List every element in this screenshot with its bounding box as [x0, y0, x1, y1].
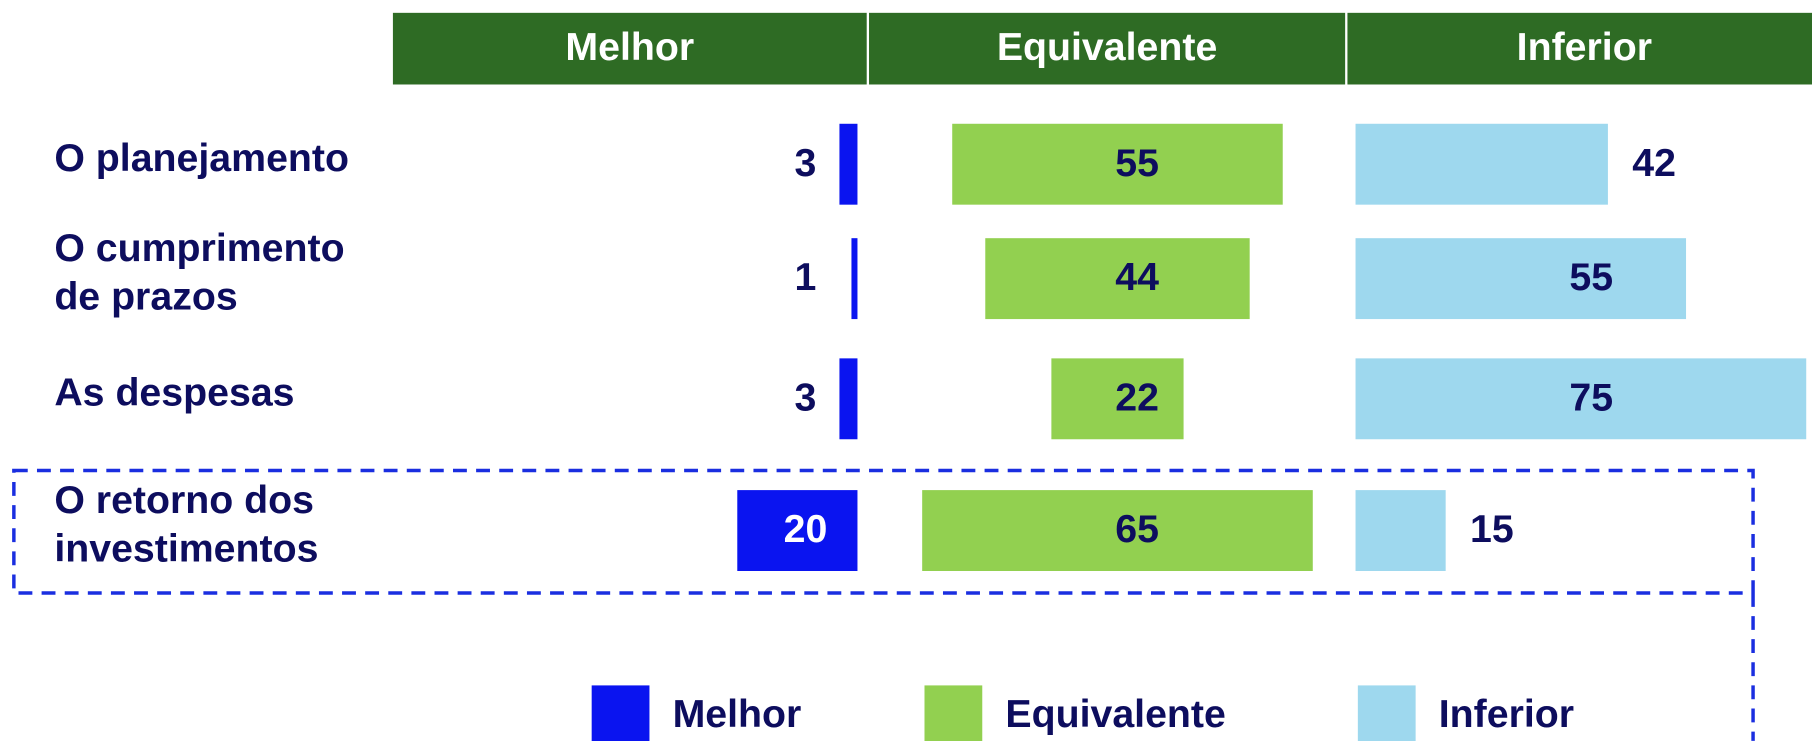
column-header: Inferior	[1517, 25, 1652, 69]
value-label: 55	[1569, 255, 1613, 299]
category-label: O planejamento	[54, 136, 349, 180]
category-label: O retorno dos investimentos	[54, 478, 325, 571]
highlight-box	[12, 468, 1755, 741]
header-cell	[869, 12, 1346, 85]
bar	[1051, 358, 1184, 440]
header-cell	[392, 12, 867, 85]
bar	[952, 123, 1283, 205]
category-label: As despesas	[54, 371, 294, 415]
value-label: 22	[1115, 375, 1159, 419]
bar	[1355, 490, 1446, 571]
bar	[1355, 123, 1608, 205]
bar	[922, 490, 1313, 571]
legend-label: Equivalente	[1005, 692, 1225, 736]
value-label: 15	[1470, 507, 1514, 551]
category-label: O cumprimento de prazos	[54, 226, 355, 319]
column-header: Equivalente	[997, 25, 1217, 69]
value-label: 1	[795, 255, 817, 299]
column-header: Melhor	[565, 25, 694, 69]
legend-swatch	[1357, 685, 1416, 741]
legend-swatch	[924, 685, 983, 741]
value-label: 75	[1569, 375, 1613, 419]
legend-label: Melhor	[673, 692, 802, 736]
bar	[1355, 358, 1807, 440]
header-cell	[1347, 12, 1812, 85]
bar	[737, 490, 858, 571]
bar	[851, 238, 858, 320]
bar	[839, 123, 858, 205]
value-label: 42	[1632, 141, 1676, 185]
value-label: 55	[1115, 141, 1159, 185]
value-label: 44	[1115, 255, 1159, 299]
bar	[839, 358, 858, 440]
value-label: 20	[784, 507, 828, 551]
value-label: 65	[1115, 507, 1159, 551]
bar	[1355, 238, 1687, 320]
value-label: 3	[795, 141, 817, 185]
legend-label: Inferior	[1439, 692, 1574, 736]
bar	[985, 238, 1250, 320]
legend-swatch	[591, 685, 650, 741]
value-label: 3	[795, 375, 817, 419]
